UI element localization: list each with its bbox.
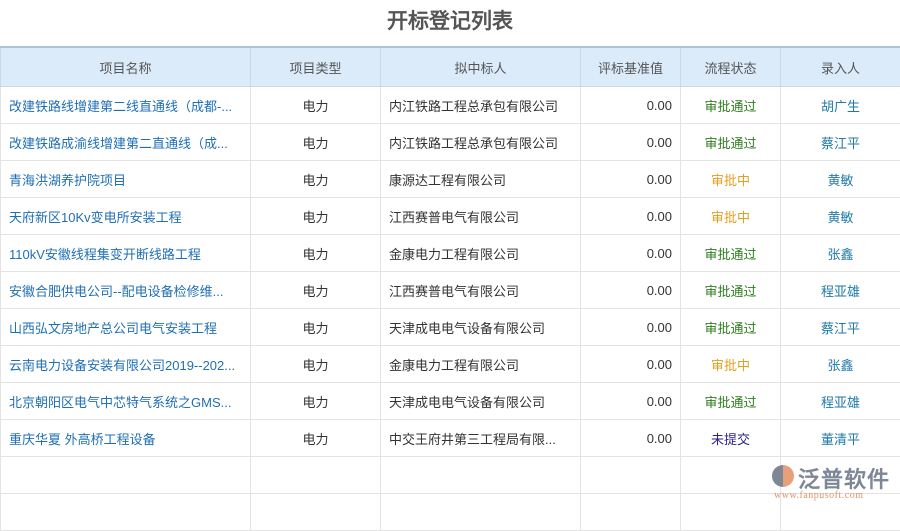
column-header[interactable]: 评标基准值 [581,47,681,87]
cell-type: 电力 [302,284,328,299]
cell-bidder: 金康电力工程有限公司 [389,358,519,373]
cell-name[interactable]: 天府新区10Kv变电所安装工程 [9,210,182,225]
cell-user[interactable]: 黄敏 [827,210,853,225]
cell-type: 电力 [302,99,328,114]
cell-bidder: 江西赛普电气有限公司 [389,210,519,225]
cell-type: 电力 [302,432,328,447]
cell-status: 审批中 [711,358,750,373]
empty-row [1,494,900,531]
cell-type: 电力 [302,247,328,262]
table-row[interactable]: 云南电力设备安装有限公司2019--202... 电力 金康电力工程有限公司 0.00… [1,346,900,383]
cell-type: 电力 [302,136,328,151]
cell-value: 0.00 [647,357,672,372]
cell-bidder: 天津成电电气设备有限公司 [389,321,545,336]
cell-name[interactable]: 山西弘文房地产总公司电气安装工程 [9,321,217,336]
column-header[interactable]: 项目类型 [251,47,381,87]
cell-value: 0.00 [647,431,672,446]
cell-bidder: 康源达工程有限公司 [389,173,506,188]
cell-type: 电力 [302,173,328,188]
fanpu-logo: 泛普软件 www.fanpusoft.com [770,462,895,507]
cell-type: 电力 [302,321,328,336]
cell-bidder: 天津成电电气设备有限公司 [389,395,545,410]
cell-user[interactable]: 程亚雄 [821,395,860,410]
cell-user[interactable]: 蔡江平 [821,136,860,151]
cell-name[interactable]: 110kV安徽线程集变开断线路工程 [9,247,201,262]
cell-bidder: 中交王府井第三工程局有限... [389,432,556,447]
bid-opening-table: 项目名称项目类型拟中标人评标基准值流程状态录入人 改建铁路线增建第二线直通线（成… [0,46,900,531]
cell-value: 0.00 [647,98,672,113]
cell-type: 电力 [302,358,328,373]
cell-name[interactable]: 改建铁路成渝线增建第二直通线（成... [9,136,228,151]
cell-name[interactable]: 重庆华夏 外高桥工程设备 [9,432,156,447]
table-row[interactable]: 重庆华夏 外高桥工程设备 电力 中交王府井第三工程局有限... 0.00 未提交 董清平 [1,420,900,457]
cell-value: 0.00 [647,394,672,409]
cell-status: 未提交 [711,432,750,447]
table-row[interactable]: 山西弘文房地产总公司电气安装工程 电力 天津成电电气设备有限公司 0.00 审批通过 蔡江… [1,309,900,346]
cell-value: 0.00 [647,172,672,187]
cell-user[interactable]: 张鑫 [827,247,853,262]
cell-status: 审批通过 [704,136,756,151]
cell-value: 0.00 [647,283,672,298]
page-title: 开标登记列表 [0,0,900,46]
cell-user[interactable]: 胡广生 [821,99,860,114]
table-row[interactable]: 天府新区10Kv变电所安装工程 电力 江西赛普电气有限公司 0.00 审批中 黄敏 [1,198,900,235]
cell-name[interactable]: 青海洪湖养护院项目 [9,173,126,188]
cell-status: 审批通过 [704,247,756,262]
cell-user[interactable]: 黄敏 [827,173,853,188]
cell-bidder: 江西赛普电气有限公司 [389,284,519,299]
cell-status: 审批通过 [704,395,756,410]
cell-status: 审批中 [711,210,750,225]
cell-status: 审批通过 [704,321,756,336]
cell-name[interactable]: 云南电力设备安装有限公司2019--202... [9,358,235,373]
table-row[interactable]: 改建铁路成渝线增建第二直通线（成... 电力 内江铁路工程总承包有限公司 0.00 审批… [1,124,900,161]
cell-name[interactable]: 安徽合肥供电公司--配电设备检修维... [9,284,224,299]
cell-bidder: 内江铁路工程总承包有限公司 [389,136,558,151]
cell-name[interactable]: 北京朝阳区电气中芯特气系统之GMS... [9,395,231,410]
table-row[interactable]: 安徽合肥供电公司--配电设备检修维... 电力 江西赛普电气有限公司 0.00 审批通过… [1,272,900,309]
table-row[interactable]: 110kV安徽线程集变开断线路工程 电力 金康电力工程有限公司 0.00 审批通过 张鑫 [1,235,900,272]
cell-status: 审批通过 [704,284,756,299]
cell-bidder: 金康电力工程有限公司 [389,247,519,262]
cell-type: 电力 [302,395,328,410]
cell-type: 电力 [302,210,328,225]
column-header[interactable]: 项目名称 [1,47,251,87]
column-header[interactable]: 录入人 [781,47,900,87]
cell-value: 0.00 [647,209,672,224]
cell-value: 0.00 [647,320,672,335]
empty-row [1,457,900,494]
cell-user[interactable]: 蔡江平 [821,321,860,336]
cell-status: 审批中 [711,173,750,188]
column-header[interactable]: 拟中标人 [381,47,581,87]
table-row[interactable]: 青海洪湖养护院项目 电力 康源达工程有限公司 0.00 审批中 黄敏 [1,161,900,198]
table-row[interactable]: 改建铁路线增建第二线直通线（成都-... 电力 内江铁路工程总承包有限公司 0.00 审… [1,87,900,124]
table-row[interactable]: 北京朝阳区电气中芯特气系统之GMS... 电力 天津成电电气设备有限公司 0.00 审批… [1,383,900,420]
cell-user[interactable]: 张鑫 [827,358,853,373]
cell-value: 0.00 [647,135,672,150]
cell-user[interactable]: 董清平 [821,432,860,447]
logo-mark-icon [772,465,794,487]
cell-name[interactable]: 改建铁路线增建第二线直通线（成都-... [9,99,232,114]
cell-value: 0.00 [647,246,672,261]
cell-status: 审批通过 [704,99,756,114]
column-header[interactable]: 流程状态 [681,47,781,87]
cell-bidder: 内江铁路工程总承包有限公司 [389,99,558,114]
cell-user[interactable]: 程亚雄 [821,284,860,299]
